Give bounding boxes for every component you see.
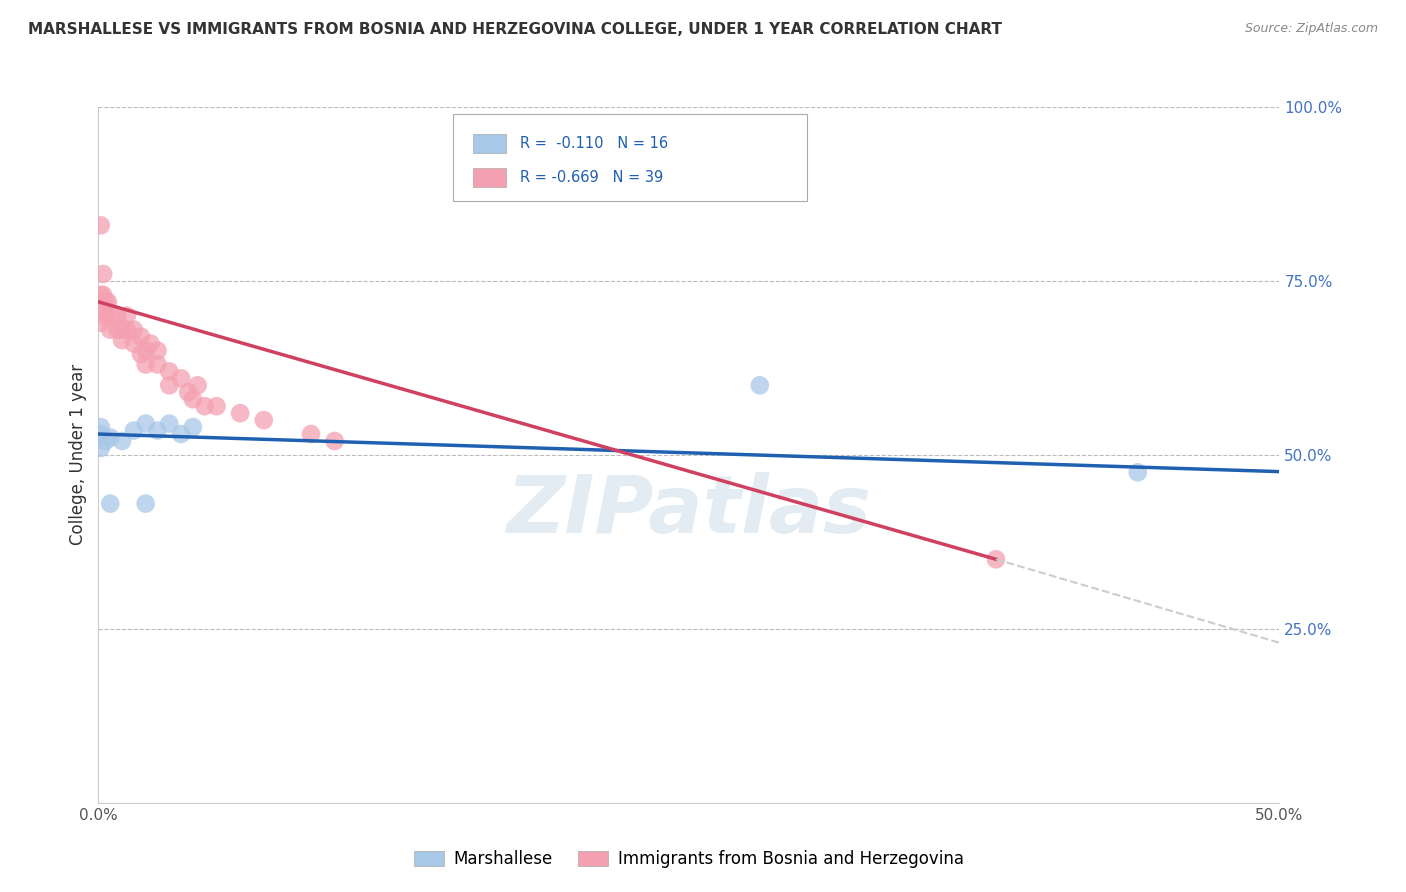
Text: Source: ZipAtlas.com: Source: ZipAtlas.com [1244,22,1378,36]
Point [181,392,204,407]
Point [97,294,120,309]
Point [157,417,180,431]
Point [94,294,117,309]
Point [90,427,112,442]
Point [90,316,112,330]
FancyBboxPatch shape [453,114,807,201]
Point [135,497,157,511]
Point [748,378,770,392]
Point [146,424,169,438]
Point [299,427,322,442]
Point [205,399,228,413]
Y-axis label: College, Under 1 year: College, Under 1 year [69,364,87,546]
Point [98,309,121,323]
Point [157,364,180,378]
Point [98,497,121,511]
Point [94,434,117,448]
Point [90,288,112,302]
Point [253,413,276,427]
Text: MARSHALLESE VS IMMIGRANTS FROM BOSNIA AND HERZEGOVINA COLLEGE, UNDER 1 YEAR CORR: MARSHALLESE VS IMMIGRANTS FROM BOSNIA AN… [28,22,1002,37]
Point [1126,466,1149,480]
Point [122,323,145,337]
Point [90,441,112,455]
Point [135,343,157,358]
Point [139,336,162,351]
Point [984,552,1007,566]
Point [111,333,134,347]
Point [129,329,152,343]
Text: ZIPatlas: ZIPatlas [506,472,872,549]
Point [91,288,114,302]
Bar [472,168,506,187]
Point [181,420,204,434]
Point [94,309,117,323]
Point [135,417,157,431]
Point [115,323,138,337]
Point [170,371,193,385]
Text: R =  -0.110   N = 16: R = -0.110 N = 16 [520,136,668,151]
Point [115,309,138,323]
Legend: Marshallese, Immigrants from Bosnia and Herzegovina: Marshallese, Immigrants from Bosnia and … [408,843,970,874]
Point [111,434,134,448]
Point [91,267,114,281]
Point [135,358,157,372]
Point [146,343,169,358]
Point [157,378,180,392]
Point [122,336,145,351]
Point [229,406,252,420]
Point [122,424,145,438]
Bar [472,134,506,153]
Point [187,378,209,392]
Point [98,323,121,337]
Point [90,301,112,316]
Point [323,434,346,448]
Point [105,309,128,323]
Point [105,323,128,337]
Point [90,219,112,233]
Point [194,399,217,413]
Point [90,420,112,434]
Point [177,385,200,400]
Point [111,323,134,337]
Point [170,427,193,442]
Text: R = -0.669   N = 39: R = -0.669 N = 39 [520,170,664,185]
Point [98,431,121,445]
Point [146,358,169,372]
Point [129,347,152,361]
